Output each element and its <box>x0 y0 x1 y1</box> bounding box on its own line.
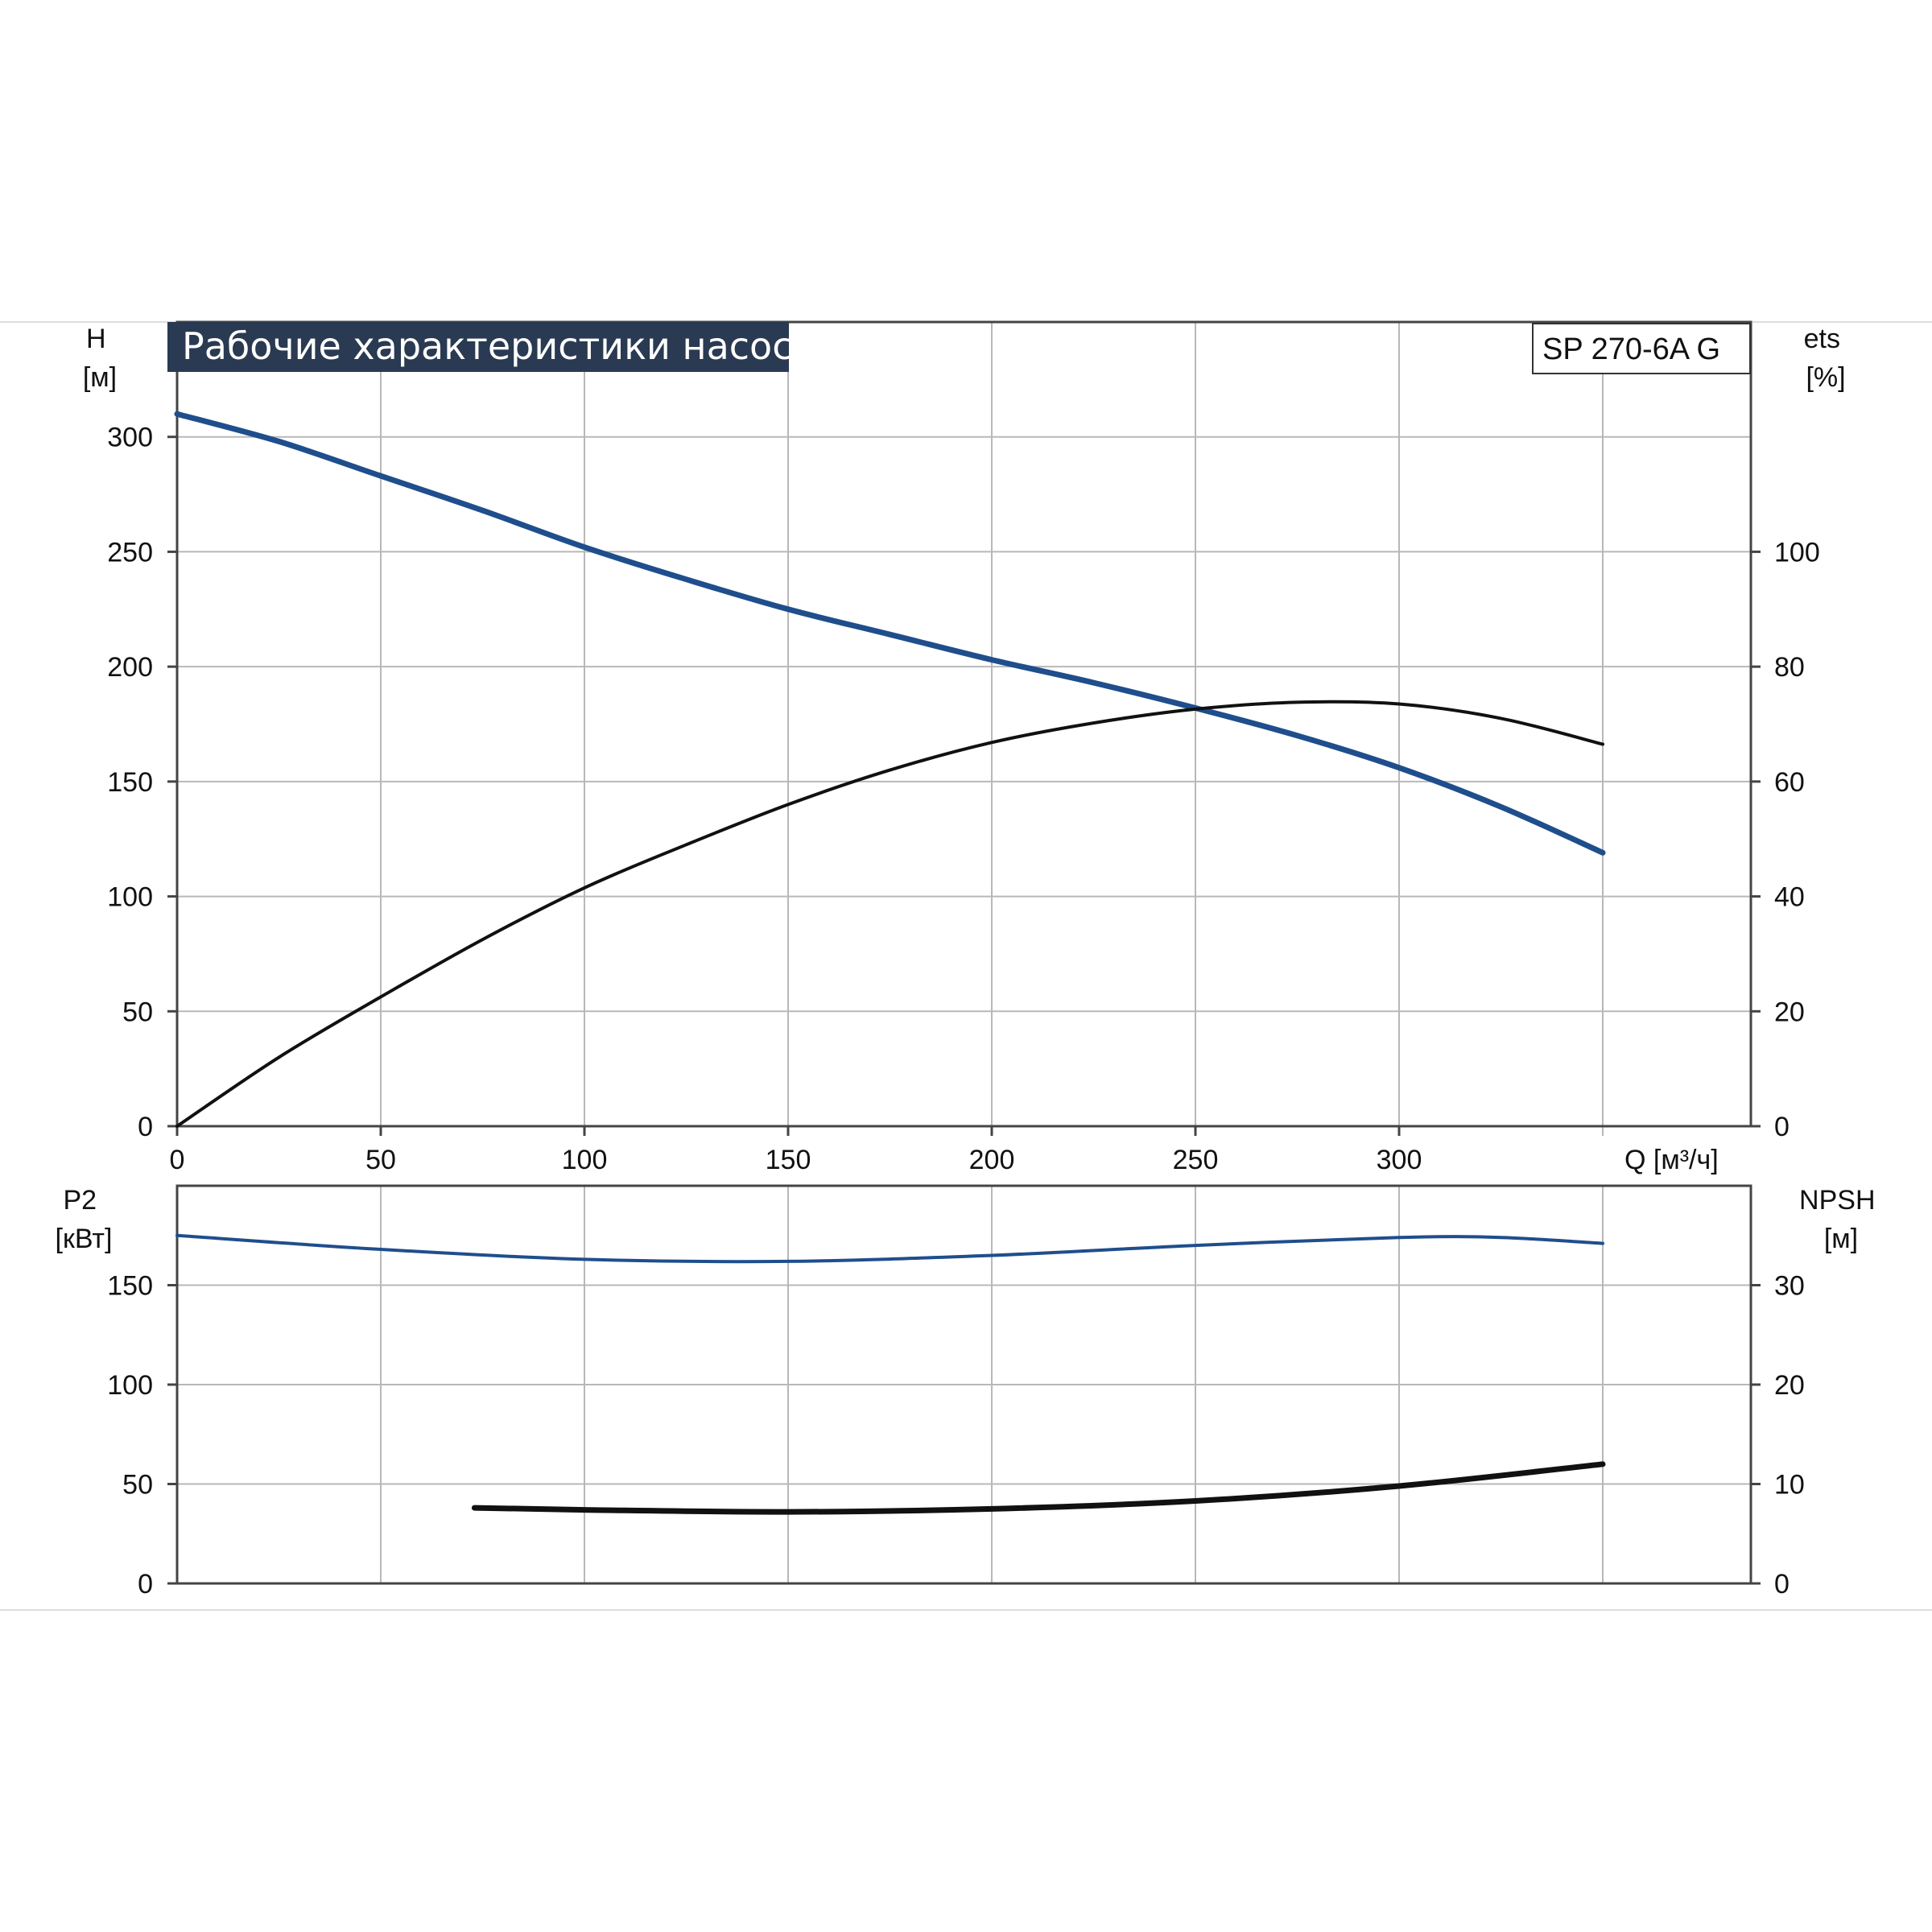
y-axis-label-power: P2 [кВт] <box>56 1185 113 1254</box>
power-curve <box>175 1233 1604 1264</box>
x-tick-label: 150 <box>766 1145 811 1175</box>
y-axis-label-head: H [м] <box>83 324 117 393</box>
y-tick-label-right: 30 <box>1774 1271 1805 1302</box>
head-curve <box>174 411 1606 856</box>
model-box <box>1532 323 1751 374</box>
x-tick-label: 200 <box>969 1145 1015 1175</box>
y-tick-label-left: 300 <box>107 423 153 453</box>
x-tick-label: 50 <box>365 1145 396 1175</box>
y-tick-labels-npsh: 0 10 20 30 <box>1774 1271 1805 1600</box>
y-tick-label-left: 100 <box>107 882 153 913</box>
y-tick-label-right: 80 <box>1774 652 1805 683</box>
upper-chart-grid <box>176 321 1751 1136</box>
x-tick-label: 0 <box>170 1145 185 1175</box>
y-tick-label-left: 50 <box>122 1470 153 1501</box>
x-axis-label-flow: Q [м³/ч] <box>1624 1145 1719 1175</box>
y-tick-label-left: 50 <box>122 997 153 1027</box>
y-tick-label-right: 0 <box>1774 1569 1790 1600</box>
efficiency-curve <box>175 700 1604 1128</box>
lower-chart-series <box>175 1233 1606 1515</box>
x-tick-label: 250 <box>1173 1145 1219 1175</box>
y-axis-label-npsh: NPSH [м] <box>1799 1185 1883 1254</box>
title-box <box>167 322 789 372</box>
y-tick-label-right: 60 <box>1774 767 1805 798</box>
y-tick-label-left: 0 <box>138 1569 153 1600</box>
y-tick-labels-power: 0 50 100 150 <box>107 1271 153 1600</box>
lower-chart-grid <box>176 1186 1751 1584</box>
x-tick-labels: 0 50 100 150 200 250 300 <box>170 1145 1422 1175</box>
y-tick-label-left: 200 <box>107 652 153 683</box>
y-tick-label-left: 150 <box>107 1271 153 1302</box>
y-tick-label-left: 0 <box>138 1112 153 1142</box>
y-tick-label-left: 100 <box>107 1370 153 1401</box>
upper-chart-series <box>174 411 1606 1128</box>
upper-chart-ticks <box>167 436 1761 1136</box>
y-axis-label-efficiency: ets [%] <box>1804 324 1848 393</box>
y-tick-label-right: 40 <box>1774 882 1805 913</box>
x-tick-label: 300 <box>1377 1145 1422 1175</box>
y-tick-label-right: 0 <box>1774 1112 1790 1142</box>
model-label: SP 270-6A G <box>1542 332 1720 366</box>
y-tick-label-right: 20 <box>1774 1370 1805 1401</box>
y-tick-label-left: 250 <box>107 537 153 568</box>
upper-chart-frame <box>175 320 1752 1128</box>
lower-chart-ticks <box>167 1284 1761 1585</box>
y-tick-label-right: 20 <box>1774 997 1805 1027</box>
y-tick-label-right: 10 <box>1774 1470 1805 1501</box>
y-tick-labels-efficiency: 0 20 40 60 80 100 <box>1774 537 1820 1142</box>
npsh-curve <box>471 1461 1606 1515</box>
x-tick-label: 100 <box>562 1145 608 1175</box>
y-tick-label-left: 150 <box>107 767 153 798</box>
y-tick-labels-head: 0 50 100 150 200 250 300 <box>107 423 153 1142</box>
chart-title: Рабочие характеристики насоса <box>182 324 815 368</box>
y-tick-label-right: 100 <box>1774 537 1820 568</box>
